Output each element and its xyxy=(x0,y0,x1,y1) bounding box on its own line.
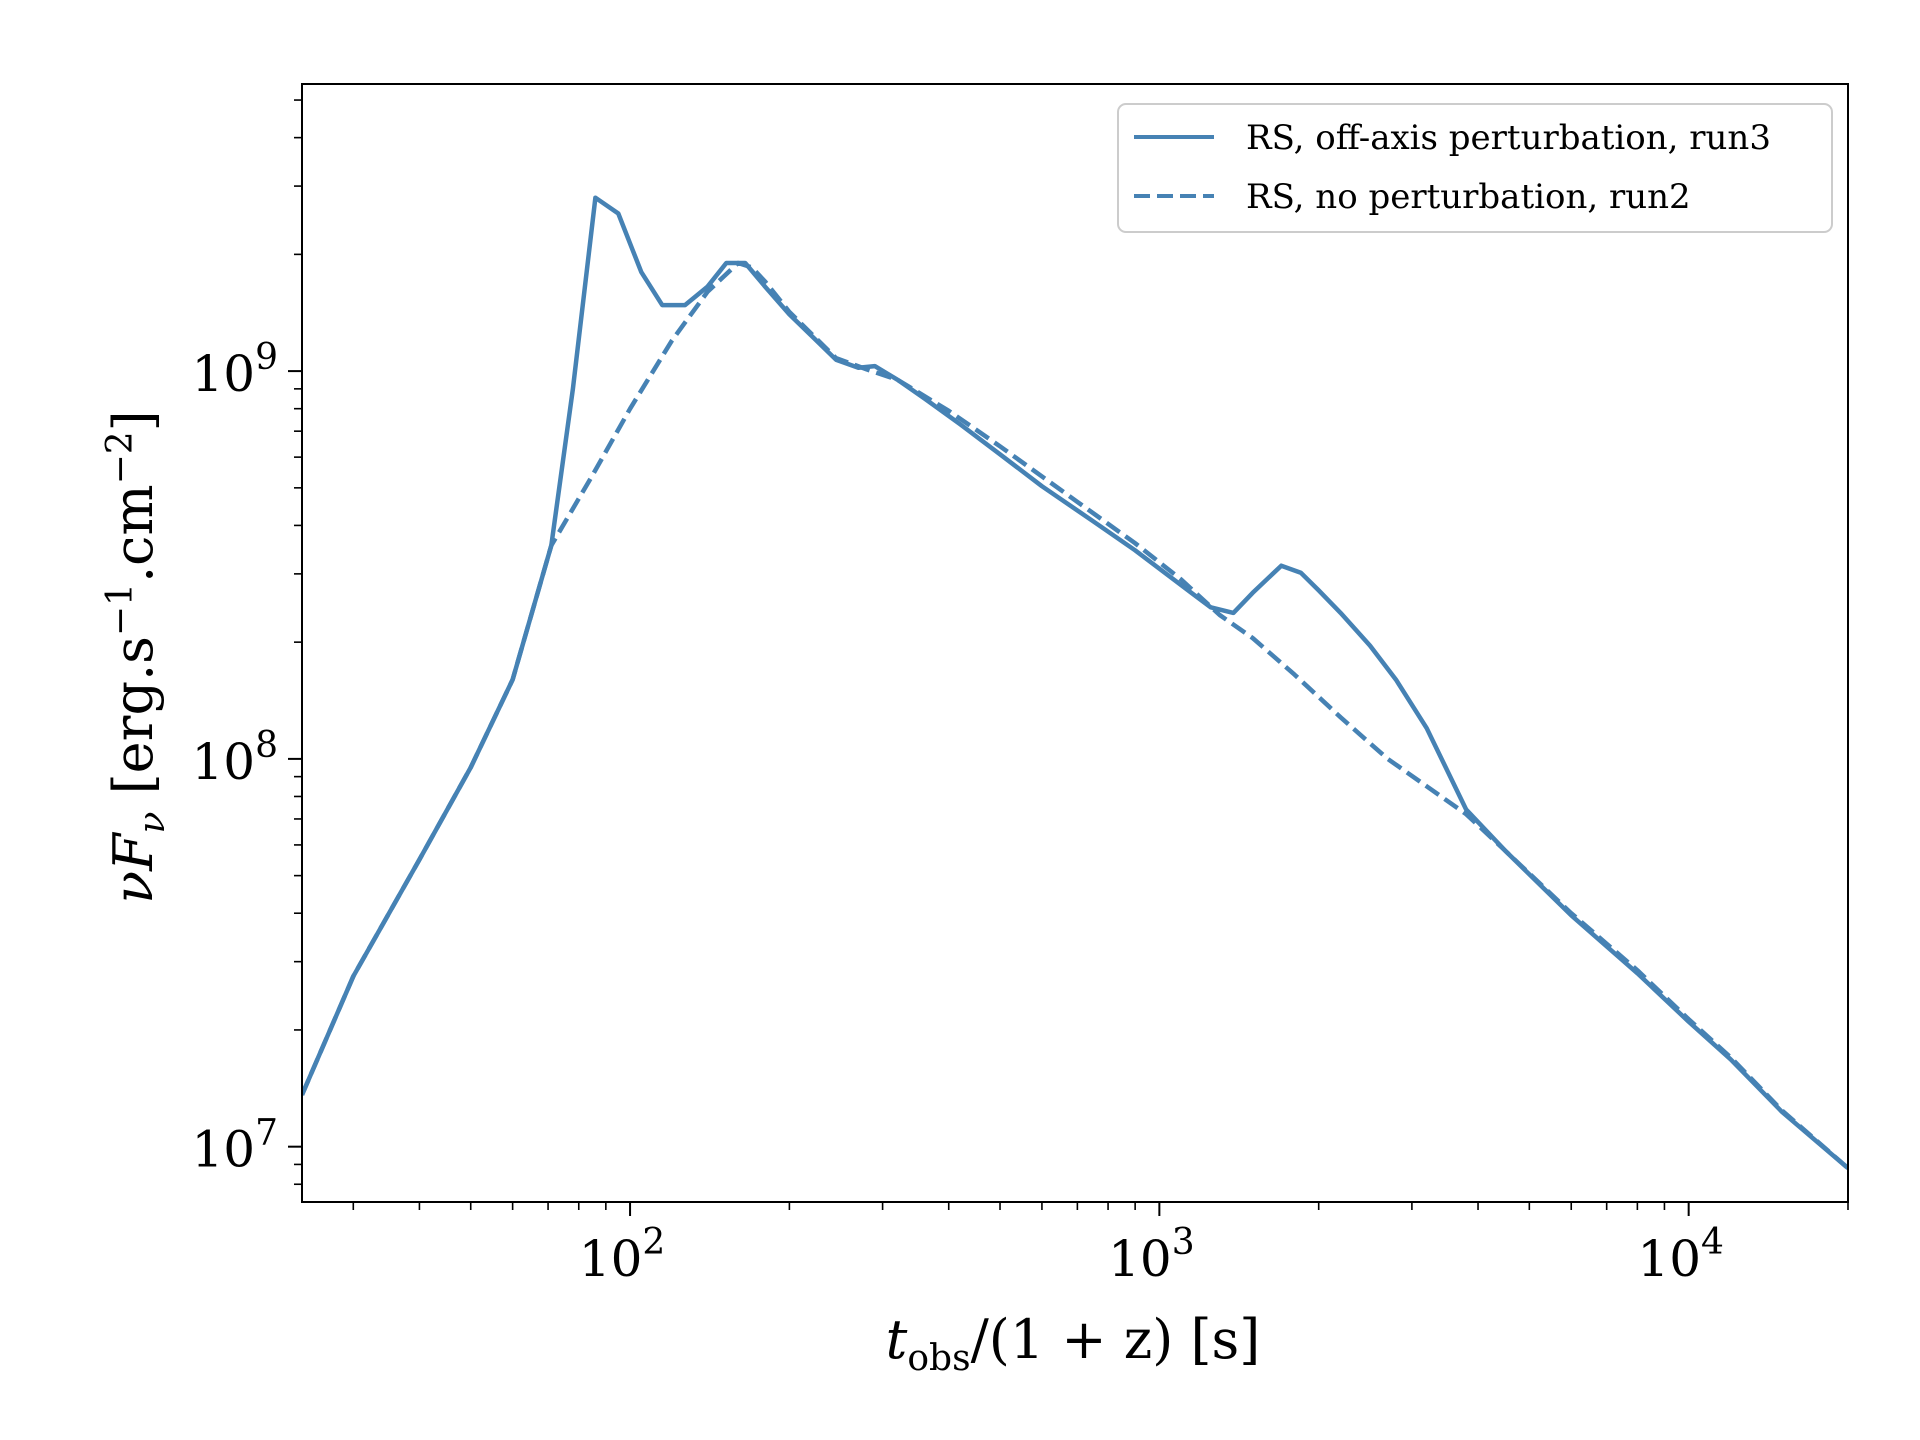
y-axis-label-sub: ν xyxy=(132,812,173,834)
y-tick-label: 108 xyxy=(191,725,278,791)
series-line-run2-dashed xyxy=(302,260,1848,1170)
x-axis-label-var: t xyxy=(886,1308,908,1371)
y-tick-label: 107 xyxy=(191,1113,278,1179)
y-axis-label-rest3: ] xyxy=(102,410,165,431)
y-axis-label-exp2: −2 xyxy=(100,431,141,484)
x-tick-label: 104 xyxy=(1637,1222,1724,1288)
legend-label-run2: RS, no perturbation, run2 xyxy=(1246,177,1691,217)
x-axis-label-sub: obs xyxy=(907,1338,970,1379)
y-axis-label-rest1: [erg.s xyxy=(102,636,165,811)
minor-ticks xyxy=(294,99,1849,1210)
x-axis-label-rest: /(1 + z) [s] xyxy=(971,1308,1261,1371)
x-tick-label: 102 xyxy=(579,1222,666,1288)
plot-frame xyxy=(301,83,1849,1203)
y-axis-label-f: F xyxy=(102,831,165,872)
y-tick-label: 109 xyxy=(191,337,278,403)
series-line-run3-solid xyxy=(302,195,1848,1170)
legend-label-run3: RS, off-axis perturbation, run3 xyxy=(1246,118,1771,158)
legend: RS, off-axis perturbation, run3 RS, no p… xyxy=(1117,103,1833,233)
x-axis-label: tobs/(1 + z) [s] xyxy=(886,1308,1261,1379)
y-axis-label: νFν [erg.s−1.cm−2] xyxy=(100,410,173,904)
y-axis-label-exp1: −1 xyxy=(100,583,141,636)
major-ticks xyxy=(288,370,1690,1216)
x-tick-labels: 102 103 104 xyxy=(579,1222,1724,1288)
legend-box xyxy=(1117,103,1833,233)
y-tick-labels: 107 108 109 xyxy=(191,337,278,1179)
y-axis-label-rest2: .cm xyxy=(102,484,165,583)
x-tick-label: 103 xyxy=(1108,1222,1195,1288)
series-layer xyxy=(302,195,1848,1170)
y-axis-label-nu: ν xyxy=(102,871,165,904)
